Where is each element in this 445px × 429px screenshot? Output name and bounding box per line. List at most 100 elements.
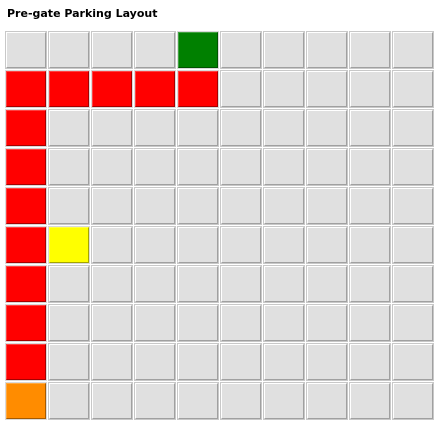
parking-cell-empty[interactable] (135, 149, 175, 185)
parking-cell-empty[interactable] (393, 383, 433, 419)
parking-cell-empty[interactable] (350, 266, 390, 302)
parking-cell-empty[interactable] (49, 305, 89, 341)
parking-cell-empty[interactable] (350, 71, 390, 107)
parking-cell-empty[interactable] (221, 71, 261, 107)
parking-cell-empty[interactable] (178, 110, 218, 146)
parking-cell-empty[interactable] (135, 110, 175, 146)
parking-cell-empty[interactable] (350, 227, 390, 263)
parking-cell-empty[interactable] (92, 227, 132, 263)
parking-cell-empty[interactable] (92, 266, 132, 302)
parking-cell-empty[interactable] (307, 227, 347, 263)
parking-cell-empty[interactable] (221, 110, 261, 146)
parking-cell-empty[interactable] (393, 344, 433, 380)
parking-cell-empty[interactable] (307, 71, 347, 107)
parking-cell-empty[interactable] (178, 266, 218, 302)
parking-cell-empty[interactable] (178, 305, 218, 341)
parking-cell-red[interactable] (6, 110, 46, 146)
parking-cell-empty[interactable] (178, 149, 218, 185)
parking-cell-empty[interactable] (393, 227, 433, 263)
parking-cell-empty[interactable] (264, 32, 304, 68)
parking-cell-empty[interactable] (135, 32, 175, 68)
parking-cell-empty[interactable] (135, 383, 175, 419)
parking-cell-empty[interactable] (49, 149, 89, 185)
parking-cell-red[interactable] (6, 266, 46, 302)
parking-cell-empty[interactable] (221, 383, 261, 419)
parking-cell-empty[interactable] (307, 110, 347, 146)
parking-cell-empty[interactable] (92, 344, 132, 380)
parking-cell-empty[interactable] (49, 110, 89, 146)
parking-cell-red[interactable] (6, 227, 46, 263)
parking-cell-empty[interactable] (264, 227, 304, 263)
parking-cell-empty[interactable] (350, 32, 390, 68)
parking-cell-empty[interactable] (221, 188, 261, 224)
parking-cell-empty[interactable] (264, 383, 304, 419)
parking-cell-empty[interactable] (92, 188, 132, 224)
parking-cell-empty[interactable] (92, 149, 132, 185)
parking-cell-empty[interactable] (350, 344, 390, 380)
parking-cell-red[interactable] (178, 71, 218, 107)
parking-cell-empty[interactable] (49, 344, 89, 380)
parking-cell-red[interactable] (6, 344, 46, 380)
parking-cell-empty[interactable] (393, 149, 433, 185)
parking-cell-empty[interactable] (178, 188, 218, 224)
parking-cell-empty[interactable] (350, 188, 390, 224)
parking-cell-empty[interactable] (393, 266, 433, 302)
parking-cell-empty[interactable] (393, 32, 433, 68)
parking-cell-empty[interactable] (92, 383, 132, 419)
parking-cell-empty[interactable] (393, 305, 433, 341)
parking-cell-empty[interactable] (49, 32, 89, 68)
parking-cell-empty[interactable] (350, 110, 390, 146)
parking-cell-empty[interactable] (221, 344, 261, 380)
parking-cell-empty[interactable] (393, 188, 433, 224)
parking-cell-empty[interactable] (178, 383, 218, 419)
parking-cell-empty[interactable] (49, 266, 89, 302)
parking-cell-empty[interactable] (307, 344, 347, 380)
parking-cell-empty[interactable] (307, 305, 347, 341)
parking-cell-empty[interactable] (92, 32, 132, 68)
parking-cell-red[interactable] (6, 71, 46, 107)
parking-cell-empty[interactable] (307, 149, 347, 185)
parking-cell-empty[interactable] (307, 266, 347, 302)
parking-cell-empty[interactable] (350, 149, 390, 185)
parking-cell-empty[interactable] (221, 227, 261, 263)
parking-cell-empty[interactable] (178, 227, 218, 263)
parking-cell-empty[interactable] (135, 227, 175, 263)
parking-cell-empty[interactable] (135, 266, 175, 302)
parking-cell-empty[interactable] (6, 32, 46, 68)
parking-cell-empty[interactable] (307, 383, 347, 419)
parking-cell-empty[interactable] (307, 32, 347, 68)
parking-cell-empty[interactable] (135, 305, 175, 341)
parking-cell-empty[interactable] (49, 383, 89, 419)
parking-cell-empty[interactable] (350, 305, 390, 341)
parking-cell-red[interactable] (92, 71, 132, 107)
parking-cell-empty[interactable] (264, 344, 304, 380)
parking-cell-empty[interactable] (264, 188, 304, 224)
parking-cell-green[interactable] (178, 32, 218, 68)
parking-cell-red[interactable] (6, 305, 46, 341)
parking-cell-empty[interactable] (92, 305, 132, 341)
parking-cell-empty[interactable] (264, 71, 304, 107)
parking-cell-empty[interactable] (264, 149, 304, 185)
parking-cell-empty[interactable] (221, 149, 261, 185)
parking-cell-red[interactable] (6, 149, 46, 185)
parking-cell-empty[interactable] (264, 266, 304, 302)
parking-cell-empty[interactable] (307, 188, 347, 224)
parking-cell-empty[interactable] (49, 188, 89, 224)
parking-cell-empty[interactable] (221, 32, 261, 68)
parking-cell-empty[interactable] (221, 266, 261, 302)
parking-cell-empty[interactable] (135, 344, 175, 380)
parking-cell-red[interactable] (135, 71, 175, 107)
parking-cell-red[interactable] (6, 188, 46, 224)
parking-cell-empty[interactable] (393, 71, 433, 107)
parking-cell-empty[interactable] (135, 188, 175, 224)
parking-cell-empty[interactable] (264, 110, 304, 146)
parking-cell-empty[interactable] (221, 305, 261, 341)
parking-cell-red[interactable] (49, 71, 89, 107)
parking-cell-empty[interactable] (350, 383, 390, 419)
parking-cell-empty[interactable] (393, 110, 433, 146)
parking-cell-empty[interactable] (264, 305, 304, 341)
parking-cell-yellow[interactable] (49, 227, 89, 263)
parking-cell-orange[interactable] (6, 383, 46, 419)
parking-cell-empty[interactable] (178, 344, 218, 380)
parking-cell-empty[interactable] (92, 110, 132, 146)
